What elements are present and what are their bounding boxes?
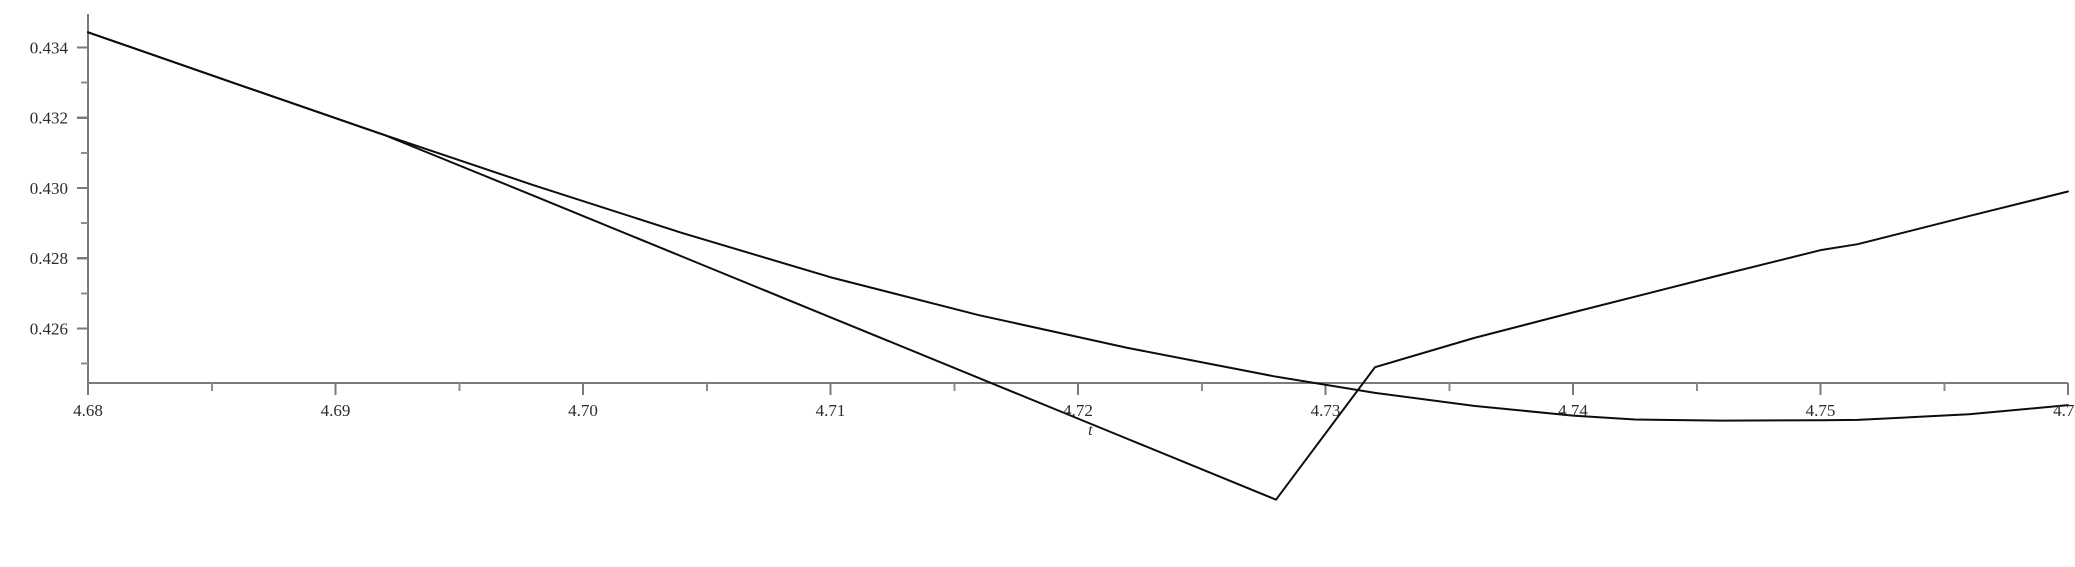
y-axis-tick-label: 0.426 (30, 320, 68, 339)
axes-group (86, 14, 2068, 385)
series-line-lower-branch (87, 31, 2069, 501)
axis-tick-labels-group: 0.434 0.432 0.430 0.428 0.426 4.68 4.69 4.70 4.7… (30, 38, 2075, 420)
x-axis-tick-label: 4.70 (568, 401, 598, 420)
x-axis-tick-label: 4.69 (321, 401, 351, 420)
x-axis-tick-label: 4.71 (816, 401, 846, 420)
y-axis-tick-label: 0.432 (30, 109, 68, 128)
y-axis-tick-label: 0.434 (30, 38, 69, 57)
series-line-upper-branch (87, 31, 2069, 422)
x-axis-tick-label: 4.76 (2053, 401, 2075, 420)
y-axis-tick-label: 0.428 (30, 249, 68, 268)
data-series-group (87, 31, 2069, 501)
y-axis-tick-label: 0.430 (30, 179, 68, 198)
x-axis-title: t (1088, 422, 1093, 439)
x-axis-tick-label: 4.68 (73, 401, 103, 420)
x-axis-tick-label: 4.73 (1311, 401, 1341, 420)
x-axis-tick-label: 4.75 (1806, 401, 1836, 420)
x-axis-tick-label: 4.74 (1558, 401, 1588, 420)
x-axis-tick-label: 4.72 (1063, 401, 1093, 420)
axis-ticks-group (77, 46, 2070, 395)
